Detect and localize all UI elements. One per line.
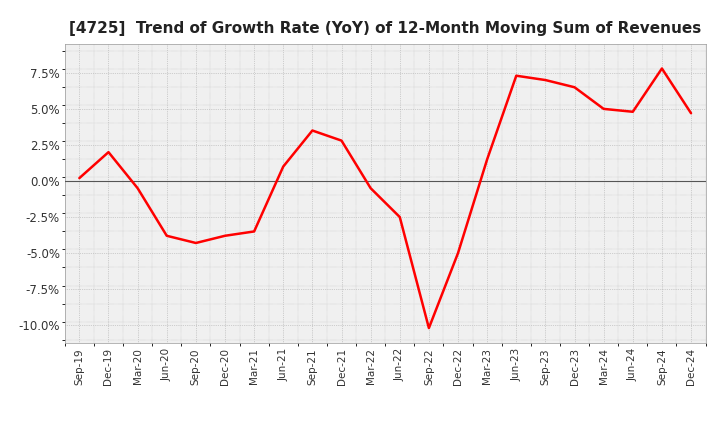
Title: [4725]  Trend of Growth Rate (YoY) of 12-Month Moving Sum of Revenues: [4725] Trend of Growth Rate (YoY) of 12-… bbox=[69, 21, 701, 36]
